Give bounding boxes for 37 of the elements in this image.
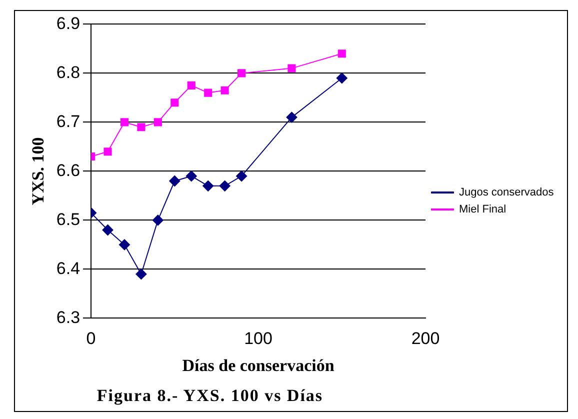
point bbox=[238, 69, 246, 78]
point bbox=[186, 170, 197, 182]
y-tick-label: 6.4 bbox=[56, 258, 80, 278]
x-axis-title: Días de conservación bbox=[182, 356, 335, 376]
point bbox=[288, 64, 296, 72]
point bbox=[104, 148, 112, 156]
point bbox=[120, 118, 129, 126]
y-tick-label: 6.3 bbox=[56, 308, 80, 327]
point bbox=[204, 88, 212, 97]
point bbox=[152, 214, 164, 226]
point bbox=[154, 118, 162, 126]
y-axis-title: YXS. 100 bbox=[28, 137, 48, 206]
y-tick-label: 6.9 bbox=[56, 14, 80, 33]
point bbox=[336, 72, 348, 84]
y-tick-label: 6.5 bbox=[56, 210, 80, 229]
point bbox=[236, 170, 248, 182]
y-tick-label: 6.8 bbox=[56, 62, 80, 82]
legend-label: Miel Final bbox=[459, 204, 506, 216]
point bbox=[118, 239, 130, 250]
y-tick-label: 6.7 bbox=[56, 112, 80, 131]
x-tick-label: 100 bbox=[244, 329, 272, 348]
x-tick-label: 200 bbox=[411, 329, 440, 348]
point bbox=[137, 123, 146, 132]
point bbox=[170, 98, 179, 107]
point bbox=[136, 268, 147, 280]
point bbox=[102, 224, 114, 236]
point bbox=[202, 180, 214, 192]
text: Figura 8.- YXS. 100 vs Días bbox=[96, 386, 324, 406]
point bbox=[219, 180, 230, 192]
point bbox=[220, 86, 229, 94]
point bbox=[338, 50, 346, 58]
point bbox=[169, 176, 180, 186]
y-tick-label: 6.6 bbox=[56, 160, 80, 180]
legend-label: Jugos conservados bbox=[459, 186, 554, 199]
x-tick-label: 0 bbox=[86, 329, 96, 348]
point bbox=[187, 81, 196, 90]
point bbox=[286, 112, 298, 123]
